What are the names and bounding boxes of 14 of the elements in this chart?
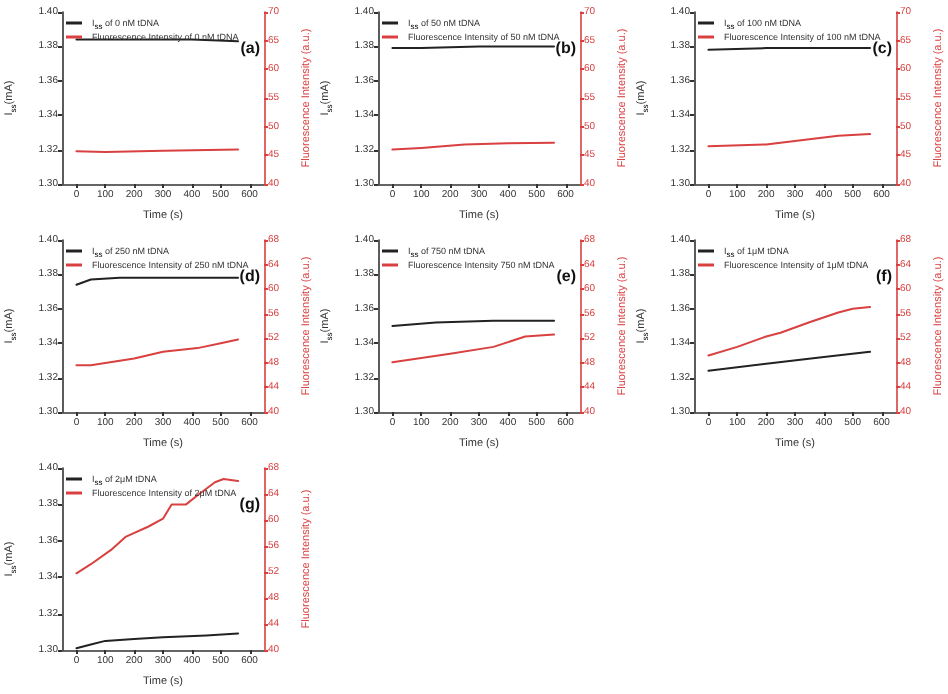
annotation: (a) [240,39,261,57]
line-series [707,350,872,372]
line-series [75,478,240,575]
annotation: (g) [239,495,261,513]
annotation: (d) [239,267,261,285]
annotation: (e) [556,267,577,285]
annotation: (c) [872,39,893,57]
line-series [707,133,872,148]
line-series [391,333,556,364]
annotation: (f) [876,267,893,285]
line-series [75,338,240,367]
annotation: (b) [555,39,577,57]
line-series [707,305,872,357]
line-series [75,632,240,650]
